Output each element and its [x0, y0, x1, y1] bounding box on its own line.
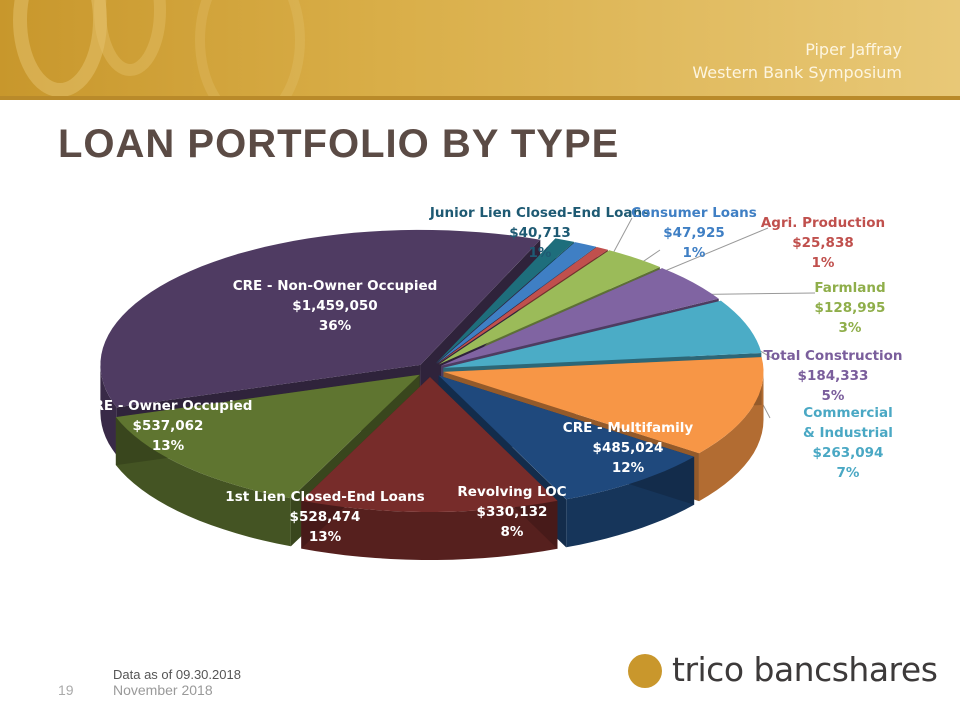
- label-percent: 1%: [811, 255, 835, 271]
- slice-label: Revolving LOC $330,132 8%: [457, 482, 566, 542]
- slice: [438, 375, 695, 500]
- label-name: Farmland: [814, 280, 886, 296]
- slice-label: Junior Lien Closed-End Loans $40,713 1%: [430, 203, 650, 263]
- label-value: $128,995: [814, 300, 886, 316]
- slice: [443, 357, 764, 454]
- label-name: 1st Lien Closed-End Loans: [225, 489, 425, 505]
- header-line: Piper Jaffray: [805, 40, 902, 59]
- page-number: 19: [58, 682, 74, 698]
- slice: [115, 374, 420, 499]
- header-band: [0, 0, 960, 125]
- label-name: CRE - Multifamily: [562, 420, 694, 436]
- slice-label: Total Construction $184,333 5%: [763, 346, 902, 406]
- slice-label: CRE - Non-Owner Occupied $1,459,050 36%: [233, 276, 438, 336]
- label-value: $184,333: [797, 368, 869, 384]
- label-percent: 13%: [151, 438, 185, 454]
- label-value: $25,838: [792, 235, 854, 251]
- logo-mark: [628, 654, 662, 688]
- date: November 2018: [113, 682, 213, 698]
- label-value: $330,132: [476, 504, 548, 520]
- label-value: $528,474: [289, 509, 361, 525]
- label-percent: 12%: [611, 460, 645, 476]
- header-edge: [0, 96, 960, 100]
- footnote: Data as of 09.30.2018: [113, 667, 241, 682]
- label-value: $485,024: [592, 440, 664, 456]
- slice: [443, 300, 762, 368]
- slice-side: [115, 417, 291, 547]
- label-percent: 8%: [500, 524, 524, 540]
- label-name: Revolving LOC: [457, 484, 567, 500]
- label-percent: 7%: [836, 465, 860, 481]
- label-name: Junior Lien Closed-End Loans: [429, 205, 651, 221]
- slice-side: [301, 500, 558, 560]
- slice-label: Commercial & Industrial $263,094 7%: [798, 403, 898, 483]
- slice-label: CRE - Multifamily $485,024 12%: [563, 418, 693, 478]
- slice-label: Consumer Loans $47,925 1%: [631, 203, 757, 263]
- header-line: Western Bank Symposium: [692, 63, 902, 82]
- label-value: $1,459,050: [292, 298, 378, 314]
- label-name: CRE - Non-Owner Occupied: [232, 278, 438, 294]
- label-name: Agri. Production: [760, 215, 886, 231]
- logo: trico bancshares: [672, 650, 938, 689]
- slice-label: Agri. Production $25,838 1%: [761, 213, 885, 273]
- label-percent: 1%: [682, 245, 706, 261]
- label-name: Total Construction: [763, 348, 903, 364]
- slice: [436, 242, 597, 364]
- label-value: $537,062: [132, 418, 204, 434]
- slice-side: [699, 371, 764, 502]
- label-percent: 13%: [308, 529, 342, 545]
- label-percent: 3%: [838, 320, 862, 336]
- slice: [441, 268, 719, 366]
- label-value: $47,925: [663, 225, 725, 241]
- label-percent: 36%: [318, 318, 352, 334]
- slice-label: 1st Lien Closed-End Loans $528,474 13%: [225, 487, 424, 547]
- slice: [438, 250, 660, 365]
- chart-title: LOAN PORTFOLIO BY TYPE: [58, 122, 620, 166]
- slice: [100, 229, 541, 408]
- label-value: $40,713: [509, 225, 571, 241]
- slice: [437, 247, 608, 365]
- slice-side: [100, 364, 117, 456]
- slice: [435, 238, 575, 364]
- label-percent: 1%: [528, 245, 552, 261]
- label-name: Consumer Loans: [631, 205, 757, 221]
- slice-label: Farmland $128,995 3%: [814, 278, 885, 338]
- slice-label: CRE - Owner Occupied $537,062 13%: [84, 396, 253, 456]
- slice: [301, 377, 558, 512]
- label-name: Commercial & Industrial: [803, 405, 893, 441]
- label-percent: 5%: [821, 388, 845, 404]
- label-value: $263,094: [812, 445, 884, 461]
- label-name: CRE - Owner Occupied: [83, 398, 253, 414]
